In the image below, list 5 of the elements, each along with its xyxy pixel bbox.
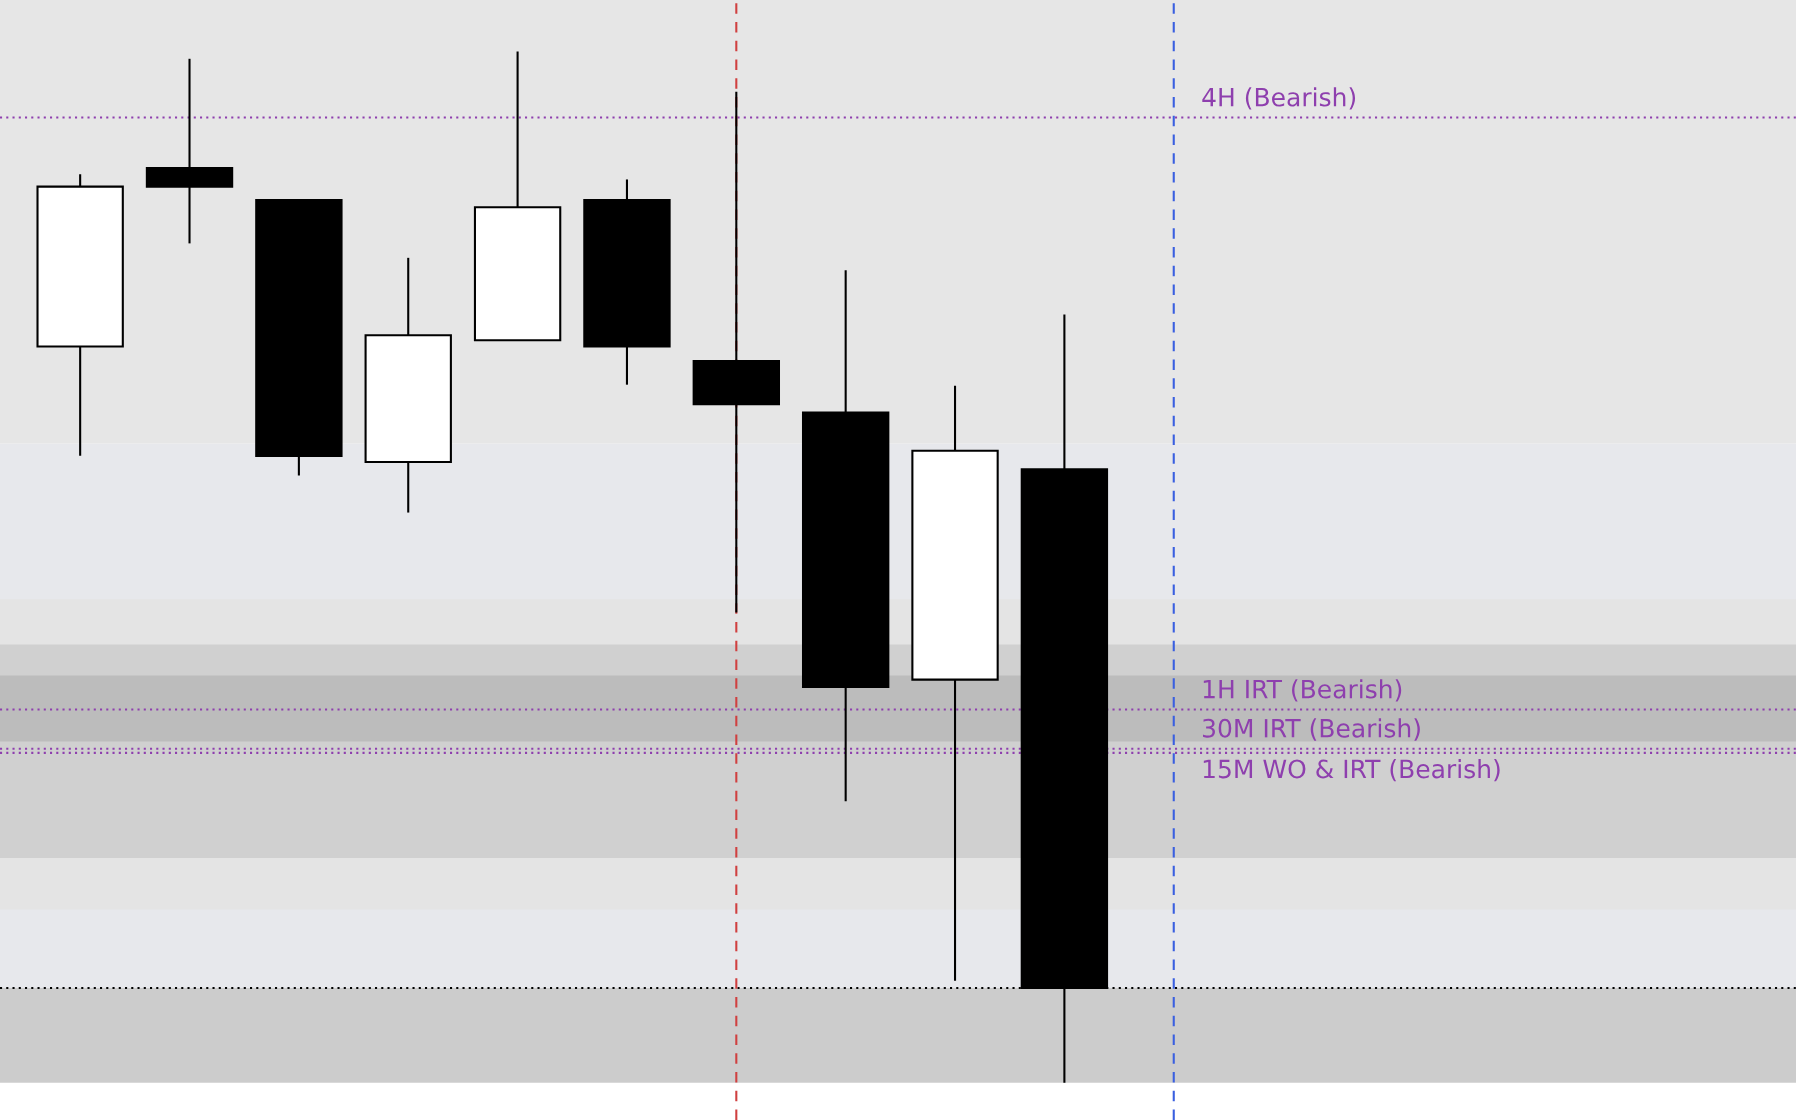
ref-line-label: 30M IRT (Bearish) — [1202, 718, 1420, 741]
ref-line-label: 15M WO & IRT (Bearish) — [1203, 759, 1500, 782]
ref-line-label: 4H (Bearish) — [1202, 87, 1356, 110]
candlestick — [145, 57, 234, 245]
ref-line-label: 1H IRT (Bearish) — [1203, 679, 1402, 702]
